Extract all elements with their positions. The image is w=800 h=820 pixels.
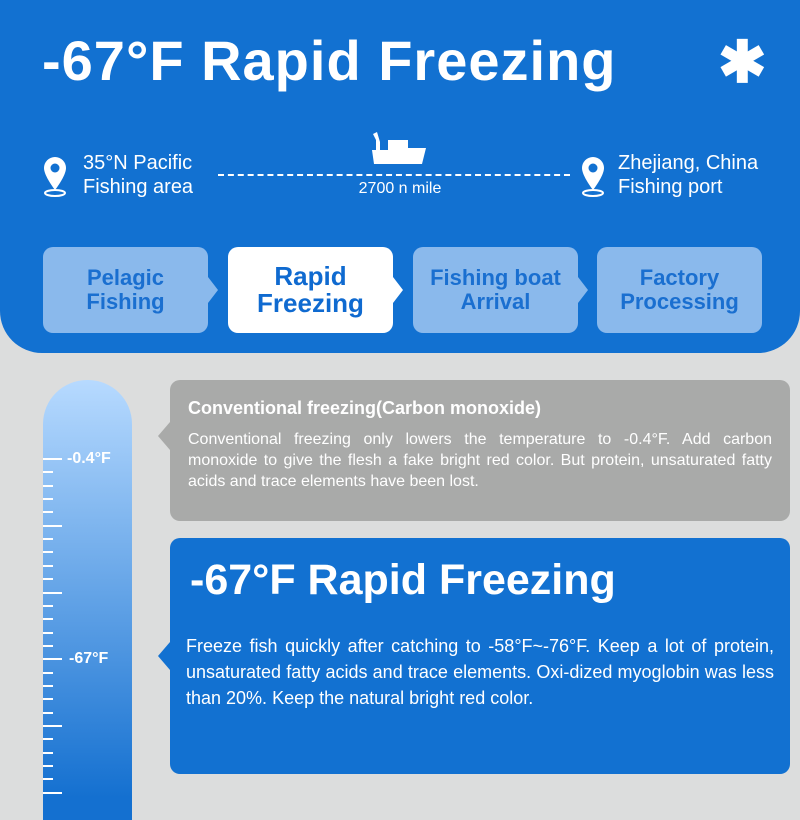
pointer-icon <box>158 422 170 450</box>
thermometer-label-high: -0.4°F <box>67 450 111 467</box>
step-label: Rapid Freezing <box>257 261 364 318</box>
pointer-icon <box>158 642 170 670</box>
step-label: Fishing boat Arrival <box>430 265 561 314</box>
thermometer <box>43 380 132 820</box>
minor-tick <box>43 738 53 741</box>
minor-tick <box>43 671 53 674</box>
major-tick <box>43 658 62 661</box>
minor-tick <box>43 511 53 514</box>
origin-type: Fishing area <box>83 176 194 198</box>
minor-tick <box>43 618 53 621</box>
step-pelagic-fishing: Pelagic Fishing <box>43 247 218 333</box>
major-tick <box>43 524 62 527</box>
arrow-icon <box>578 277 588 303</box>
origin-location: 35°N Pacific Fishing area <box>83 151 193 199</box>
conventional-freezing-card: Conventional freezing(Carbon monoxide) C… <box>158 380 790 521</box>
header-banner: -67°F Rapid Freezing ✱ 35°N Pacific Fishi… <box>0 0 800 353</box>
minor-tick <box>43 765 53 768</box>
location-pin-icon <box>582 157 604 197</box>
thermometer-label-low: -67°F <box>69 650 109 667</box>
major-tick <box>43 591 62 594</box>
minor-tick <box>43 498 53 501</box>
step-label: Factory Processing <box>620 265 739 314</box>
minor-tick <box>43 778 53 781</box>
rapid-title: -67°F Rapid Freezing <box>190 556 616 604</box>
page-title: -67°F Rapid Freezing <box>42 29 617 92</box>
conventional-text: Conventional freezing only lowers the te… <box>188 431 772 490</box>
step-factory-processing: Factory Processing <box>597 247 762 333</box>
minor-tick <box>43 471 53 474</box>
minor-tick <box>43 604 53 607</box>
destination-location: Zhejiang, China Fishing port <box>618 151 758 199</box>
minor-tick <box>43 711 53 714</box>
minor-tick <box>43 751 53 754</box>
minor-tick <box>43 578 53 581</box>
major-tick <box>43 791 62 794</box>
minor-tick <box>43 564 53 567</box>
major-tick <box>43 458 62 460</box>
minor-tick <box>43 631 53 634</box>
conventional-title: Conventional freezing(Carbon monoxide) <box>188 398 542 418</box>
minor-tick <box>43 538 53 541</box>
minor-tick <box>43 698 53 701</box>
minor-tick <box>43 644 53 647</box>
boat-icon <box>372 132 426 164</box>
minor-tick <box>43 684 53 687</box>
arrow-icon <box>393 277 403 303</box>
step-rapid-freezing: Rapid Freezing <box>228 247 403 333</box>
arrow-icon <box>208 277 218 303</box>
snowflake-icon: ✱ <box>718 30 767 95</box>
distance-label: 2700 n mile <box>358 180 442 197</box>
destination-name: Zhejiang, China <box>618 152 759 174</box>
rapid-text: Freeze fish quickly after catching to -5… <box>186 636 774 708</box>
minor-tick <box>43 551 53 554</box>
step-label: Pelagic Fishing <box>86 265 165 314</box>
destination-type: Fishing port <box>618 176 723 198</box>
route-line <box>218 174 570 176</box>
major-tick <box>43 725 62 727</box>
location-pin-icon <box>44 157 66 197</box>
minor-tick <box>43 484 53 487</box>
rapid-freezing-card: -67°F Rapid Freezing Freeze fish quickly… <box>158 538 790 774</box>
origin-name: 35°N Pacific <box>83 152 193 174</box>
step-fishing-boat-arrival: Fishing boat Arrival <box>413 247 588 333</box>
